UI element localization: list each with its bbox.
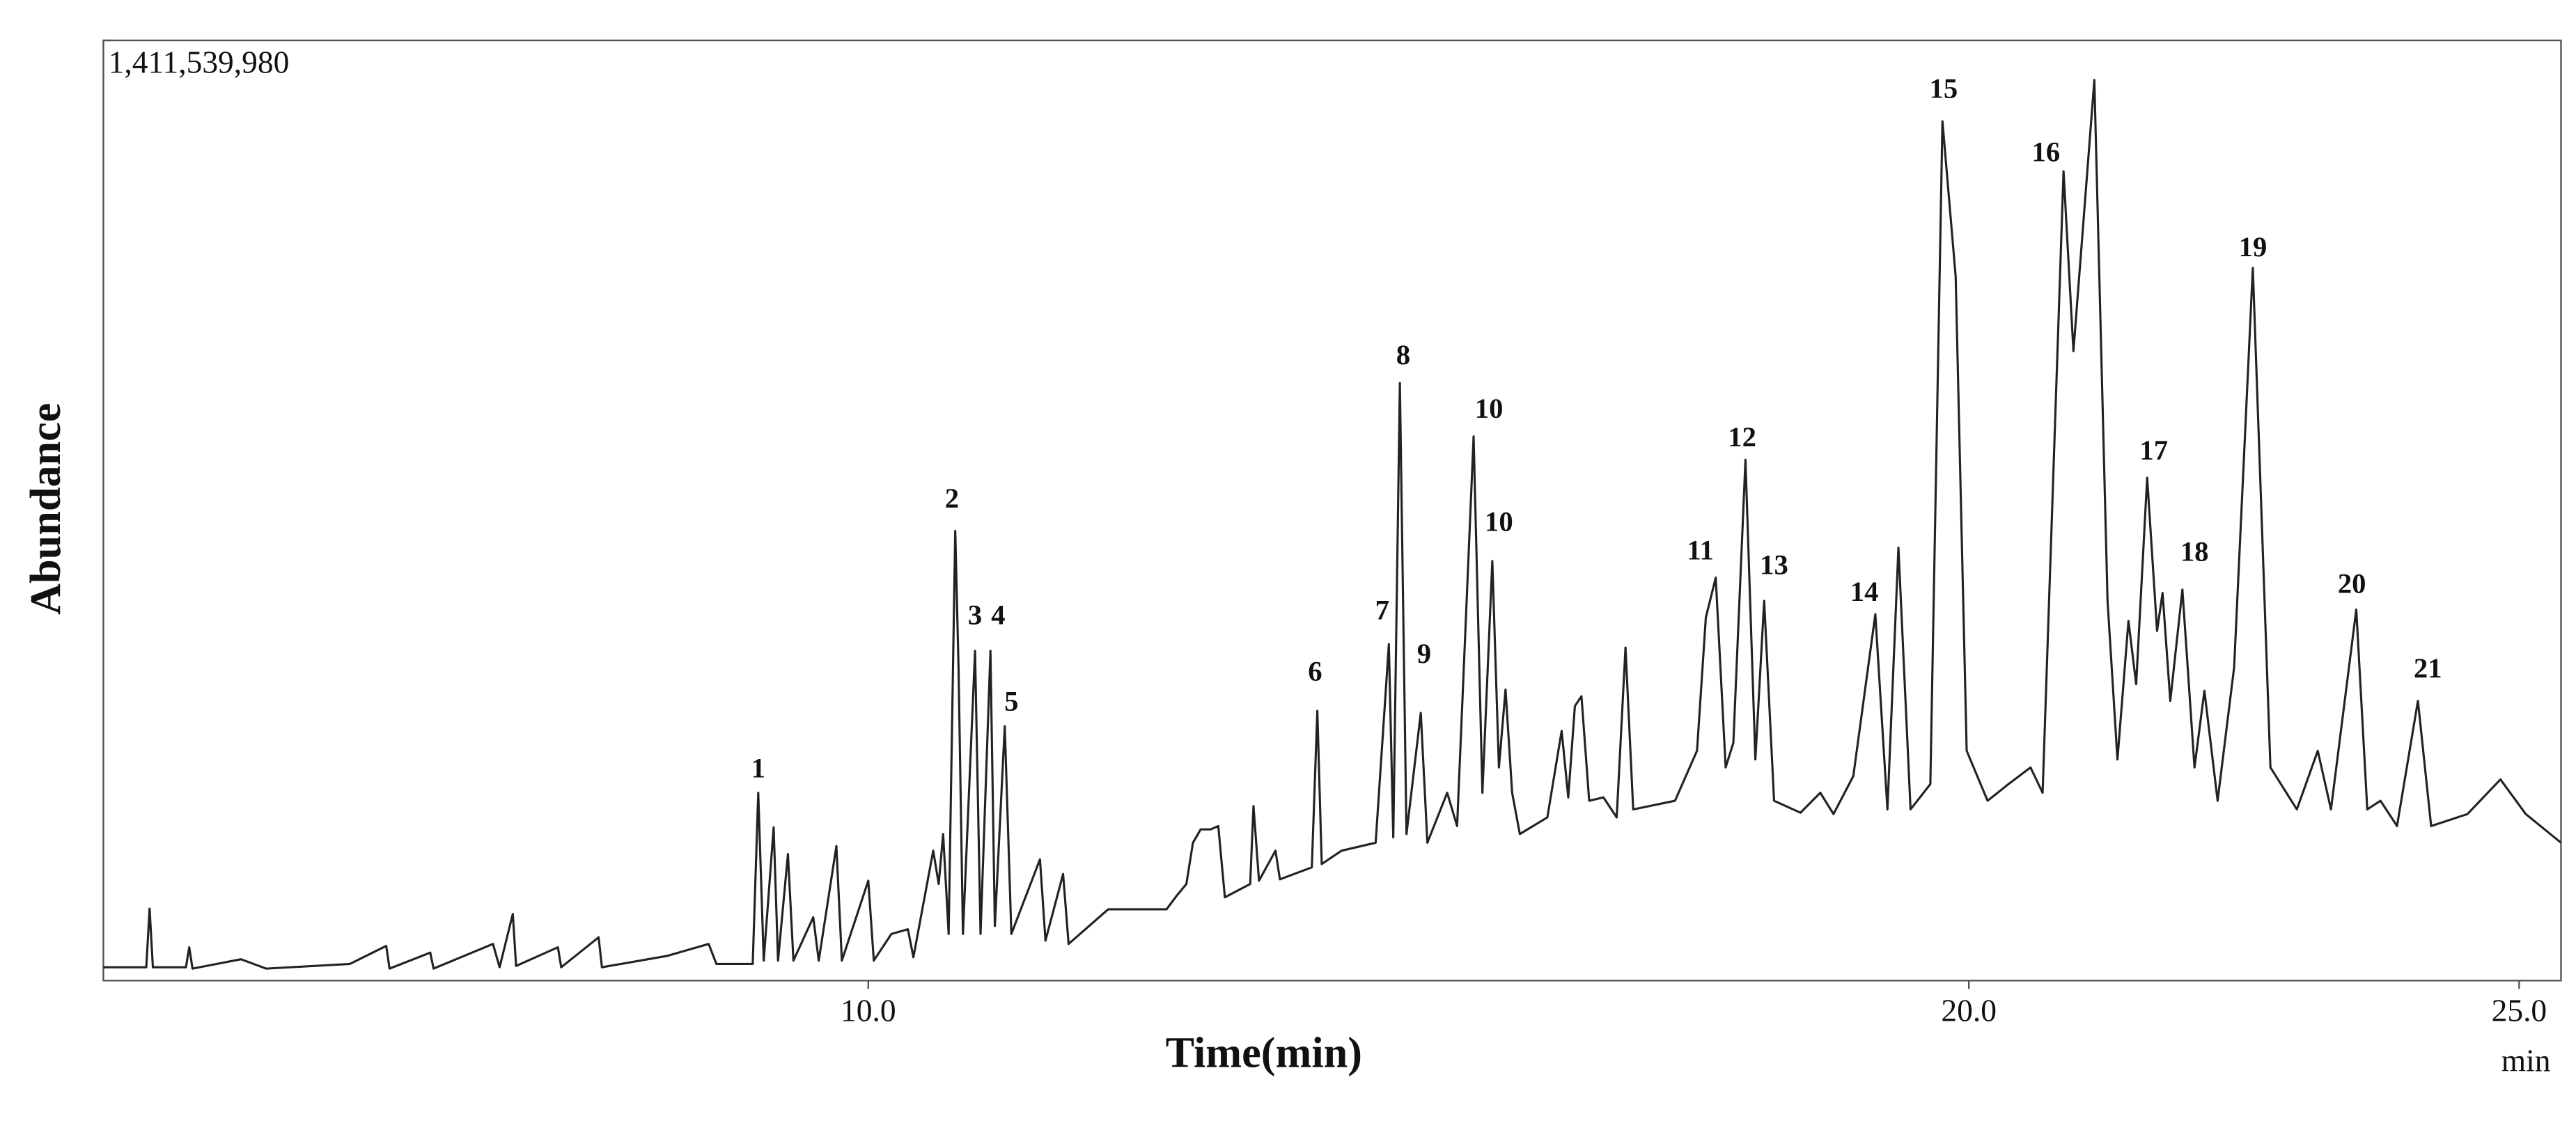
peak-label: 12 [1728,421,1756,453]
peak-label: 10 [1475,393,1504,424]
x-axis-label: Time(min) [1166,1030,1362,1077]
peak-label: 14 [1850,576,1879,607]
peak-label: 18 [2180,535,2209,567]
plot-frame [102,39,2562,982]
peak-label: 9 [1417,638,1431,669]
x-unit-label: min [2501,1042,2551,1078]
peak-label: 11 [1687,535,1713,566]
peak-label: 4 [991,599,1005,630]
peak-label: 8 [1396,339,1410,370]
trace [103,79,2562,970]
peak-label: 20 [2338,567,2366,599]
peak-label: 3 [968,599,982,630]
peak-label: 6 [1308,656,1322,687]
peak-label: 1 [751,752,765,783]
y-tick-label: 1,411,539,980 [109,44,290,79]
peak-label: 19 [2239,231,2267,262]
peak-label: 13 [1760,549,1788,581]
peak-label: 5 [1004,686,1018,717]
peak-label: 17 [2139,434,2168,466]
x-tick-label: 25.0 [2492,993,2547,1028]
peak-label: 15 [1930,73,1958,104]
peak-label: 2 [945,483,959,514]
peak-label: 16 [2031,136,2060,167]
peak-label: 10 [1485,505,1513,537]
x-tick-label: 20.0 [1941,993,1997,1028]
peak-label: 21 [2414,652,2442,684]
peak-label: 7 [1375,595,1389,626]
y-axis-label: Abundance [22,403,70,615]
x-tick-label: 10.0 [841,993,896,1028]
